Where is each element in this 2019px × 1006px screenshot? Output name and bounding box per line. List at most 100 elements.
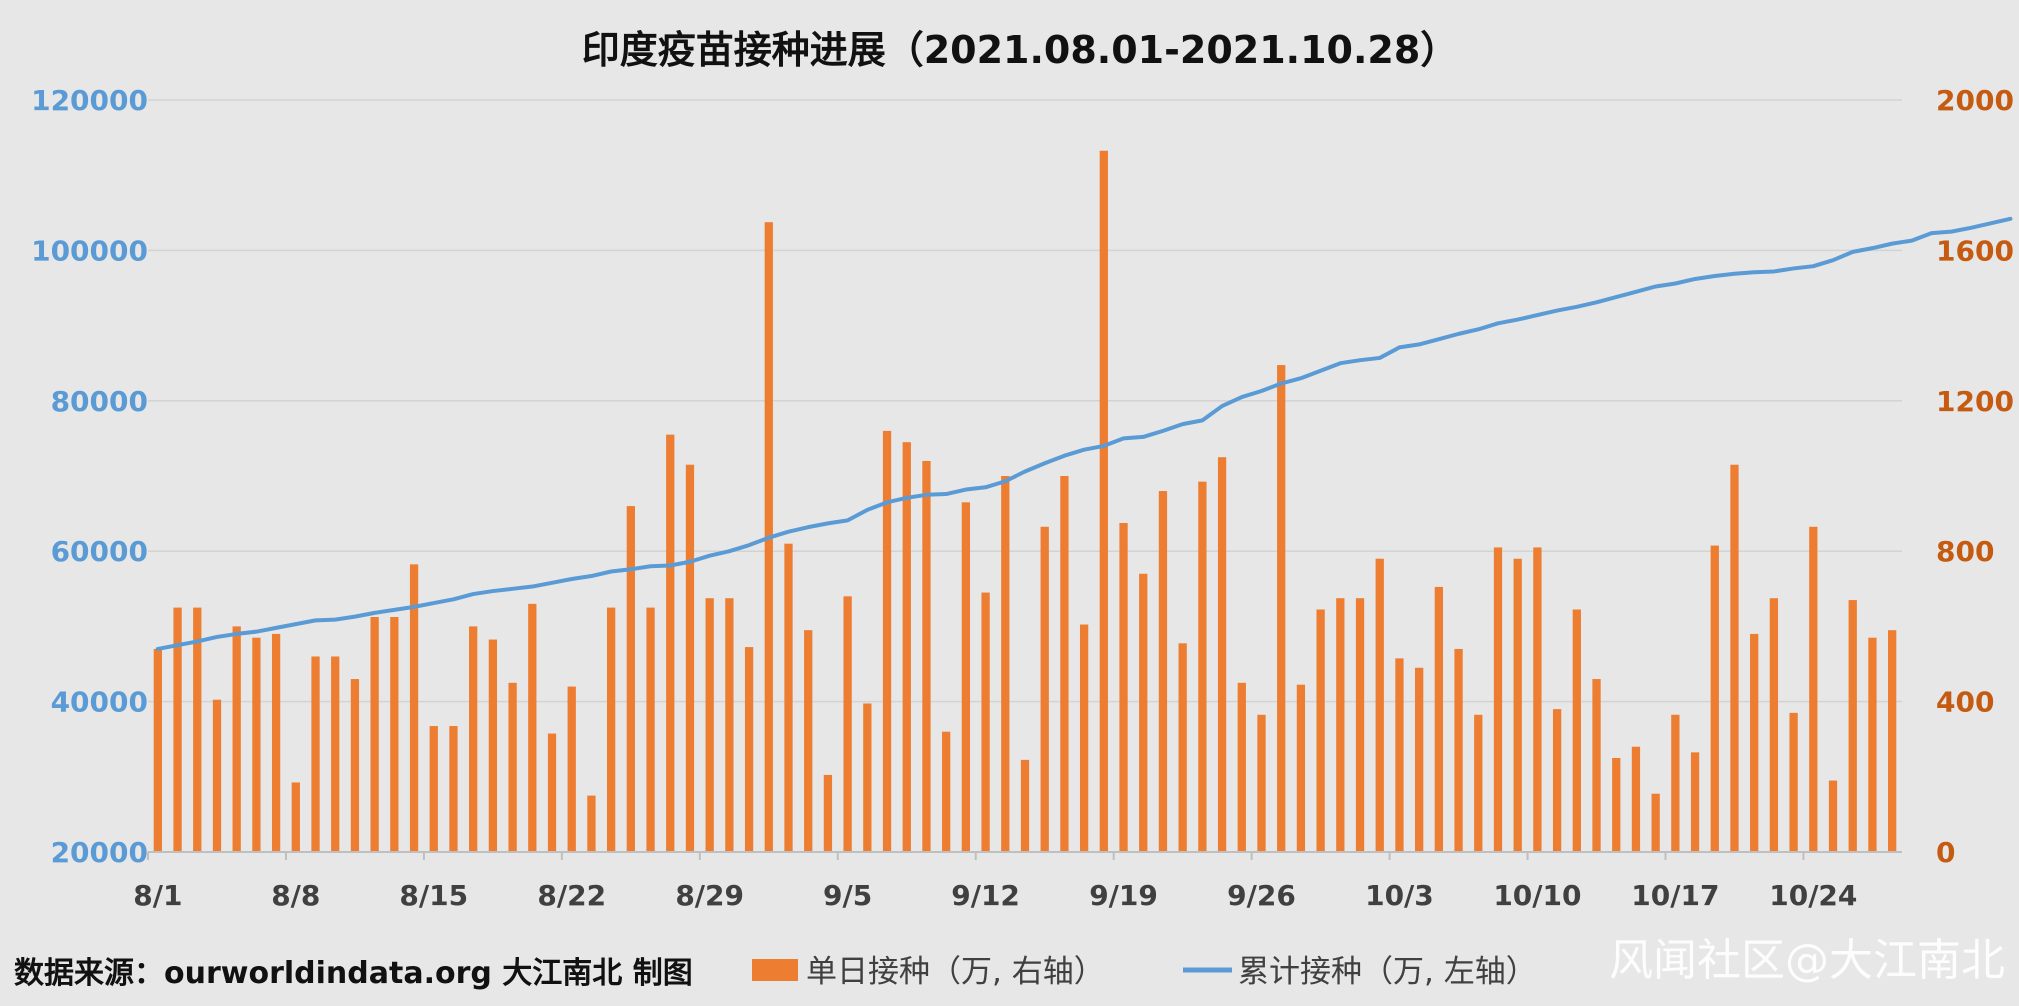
x-tick-label: 9/5	[823, 879, 872, 912]
axes: 20000 40000 60000 80000 100000 120000 0 400 800 1…	[31, 84, 2014, 912]
bar	[626, 506, 635, 852]
bar	[1592, 679, 1601, 852]
x-tick-label: 9/26	[1227, 879, 1296, 912]
bar	[1454, 648, 1463, 852]
bar	[1257, 714, 1266, 852]
bar	[1139, 573, 1148, 852]
bar	[449, 726, 458, 852]
bar	[942, 731, 951, 852]
bar	[1710, 545, 1719, 852]
bar	[1020, 759, 1030, 852]
bar	[1434, 586, 1444, 852]
y-left-tick-label: 120000	[31, 84, 148, 117]
bar	[823, 774, 833, 852]
legend-swatch-bar	[752, 959, 798, 981]
x-tick-label: 8/22	[537, 879, 606, 912]
bar	[1079, 624, 1089, 852]
x-tick-label: 10/3	[1365, 879, 1434, 912]
legend-label-daily: 单日接种（万, 右轴）	[806, 954, 1105, 990]
bar	[606, 607, 616, 852]
bar	[666, 434, 675, 852]
bar	[1513, 558, 1522, 852]
bar	[1493, 547, 1503, 852]
bar	[1237, 682, 1246, 852]
bar	[1415, 667, 1424, 852]
bar	[1395, 658, 1404, 852]
bar	[1277, 365, 1286, 852]
y-left-tick-label: 100000	[31, 234, 148, 267]
bar	[1375, 558, 1384, 852]
bar	[212, 699, 222, 852]
bar	[1474, 714, 1483, 852]
y-right-tick-label: 1600	[1936, 234, 2014, 267]
y-right-tick-label: 0	[1936, 836, 1955, 869]
bar	[843, 596, 852, 852]
bar	[350, 679, 360, 852]
y-left-tick-label: 80000	[51, 385, 148, 418]
bar	[882, 430, 892, 852]
bar	[193, 607, 202, 852]
bar	[390, 617, 399, 852]
bar	[173, 607, 182, 852]
y-left-tick-label: 20000	[51, 836, 148, 869]
bar	[1316, 609, 1325, 852]
bar	[567, 686, 576, 852]
bar	[1789, 712, 1798, 852]
bar	[1099, 150, 1108, 852]
bar	[922, 460, 931, 852]
bar	[1001, 476, 1010, 852]
bar	[311, 656, 320, 852]
bar	[1158, 491, 1168, 852]
bar	[1217, 457, 1227, 852]
bar	[429, 726, 438, 852]
bar	[1868, 637, 1877, 852]
bar	[784, 543, 793, 852]
bar	[1750, 633, 1759, 852]
bar	[685, 464, 695, 852]
bar	[469, 626, 478, 852]
bar	[1769, 598, 1779, 852]
y-left-tick-label: 40000	[51, 686, 148, 719]
bar	[1336, 598, 1345, 852]
bar	[725, 598, 734, 852]
bar	[1060, 476, 1069, 852]
chart-title: 印度疫苗接种进展（2021.08.01-2021.10.28）	[582, 28, 1459, 72]
legend: 单日接种（万, 右轴） 累计接种（万, 左轴）	[752, 954, 1537, 990]
bar	[705, 598, 714, 852]
bar	[1533, 547, 1542, 852]
watermark: 风闻社区@大江南北	[1609, 935, 2005, 986]
bar	[331, 656, 340, 852]
bar	[291, 782, 300, 852]
x-tick-label: 8/15	[399, 879, 468, 912]
y-left-tick-label: 60000	[51, 535, 148, 568]
bar	[1572, 609, 1581, 852]
bar	[1119, 523, 1128, 852]
y-right-tick-label: 2000	[1936, 84, 2014, 117]
bar	[232, 626, 241, 852]
bar	[1828, 780, 1838, 852]
bar	[1198, 481, 1207, 852]
bar	[1296, 684, 1306, 852]
bar	[370, 617, 379, 852]
bar	[508, 682, 517, 852]
bar	[744, 647, 754, 852]
daily-bars	[153, 150, 1897, 852]
x-tick-label: 9/12	[951, 879, 1020, 912]
bar	[1671, 714, 1680, 852]
source-note: 数据来源：ourworldindata.org 大江南北 制图	[14, 956, 693, 991]
bar	[863, 703, 872, 852]
bar	[902, 442, 911, 852]
bar	[252, 637, 261, 852]
y-right-tick-label: 800	[1936, 535, 1994, 568]
x-tick-label: 10/17	[1631, 879, 1719, 912]
bar	[804, 630, 813, 852]
bar	[1848, 600, 1857, 852]
cumulative-line	[155, 216, 2013, 651]
bar	[488, 639, 498, 852]
x-tick-label: 8/29	[675, 879, 744, 912]
bar	[1690, 752, 1700, 852]
bar	[1809, 526, 1818, 852]
bar	[1552, 709, 1562, 852]
legend-label-cumulative: 累计接种（万, 左轴）	[1238, 954, 1537, 990]
